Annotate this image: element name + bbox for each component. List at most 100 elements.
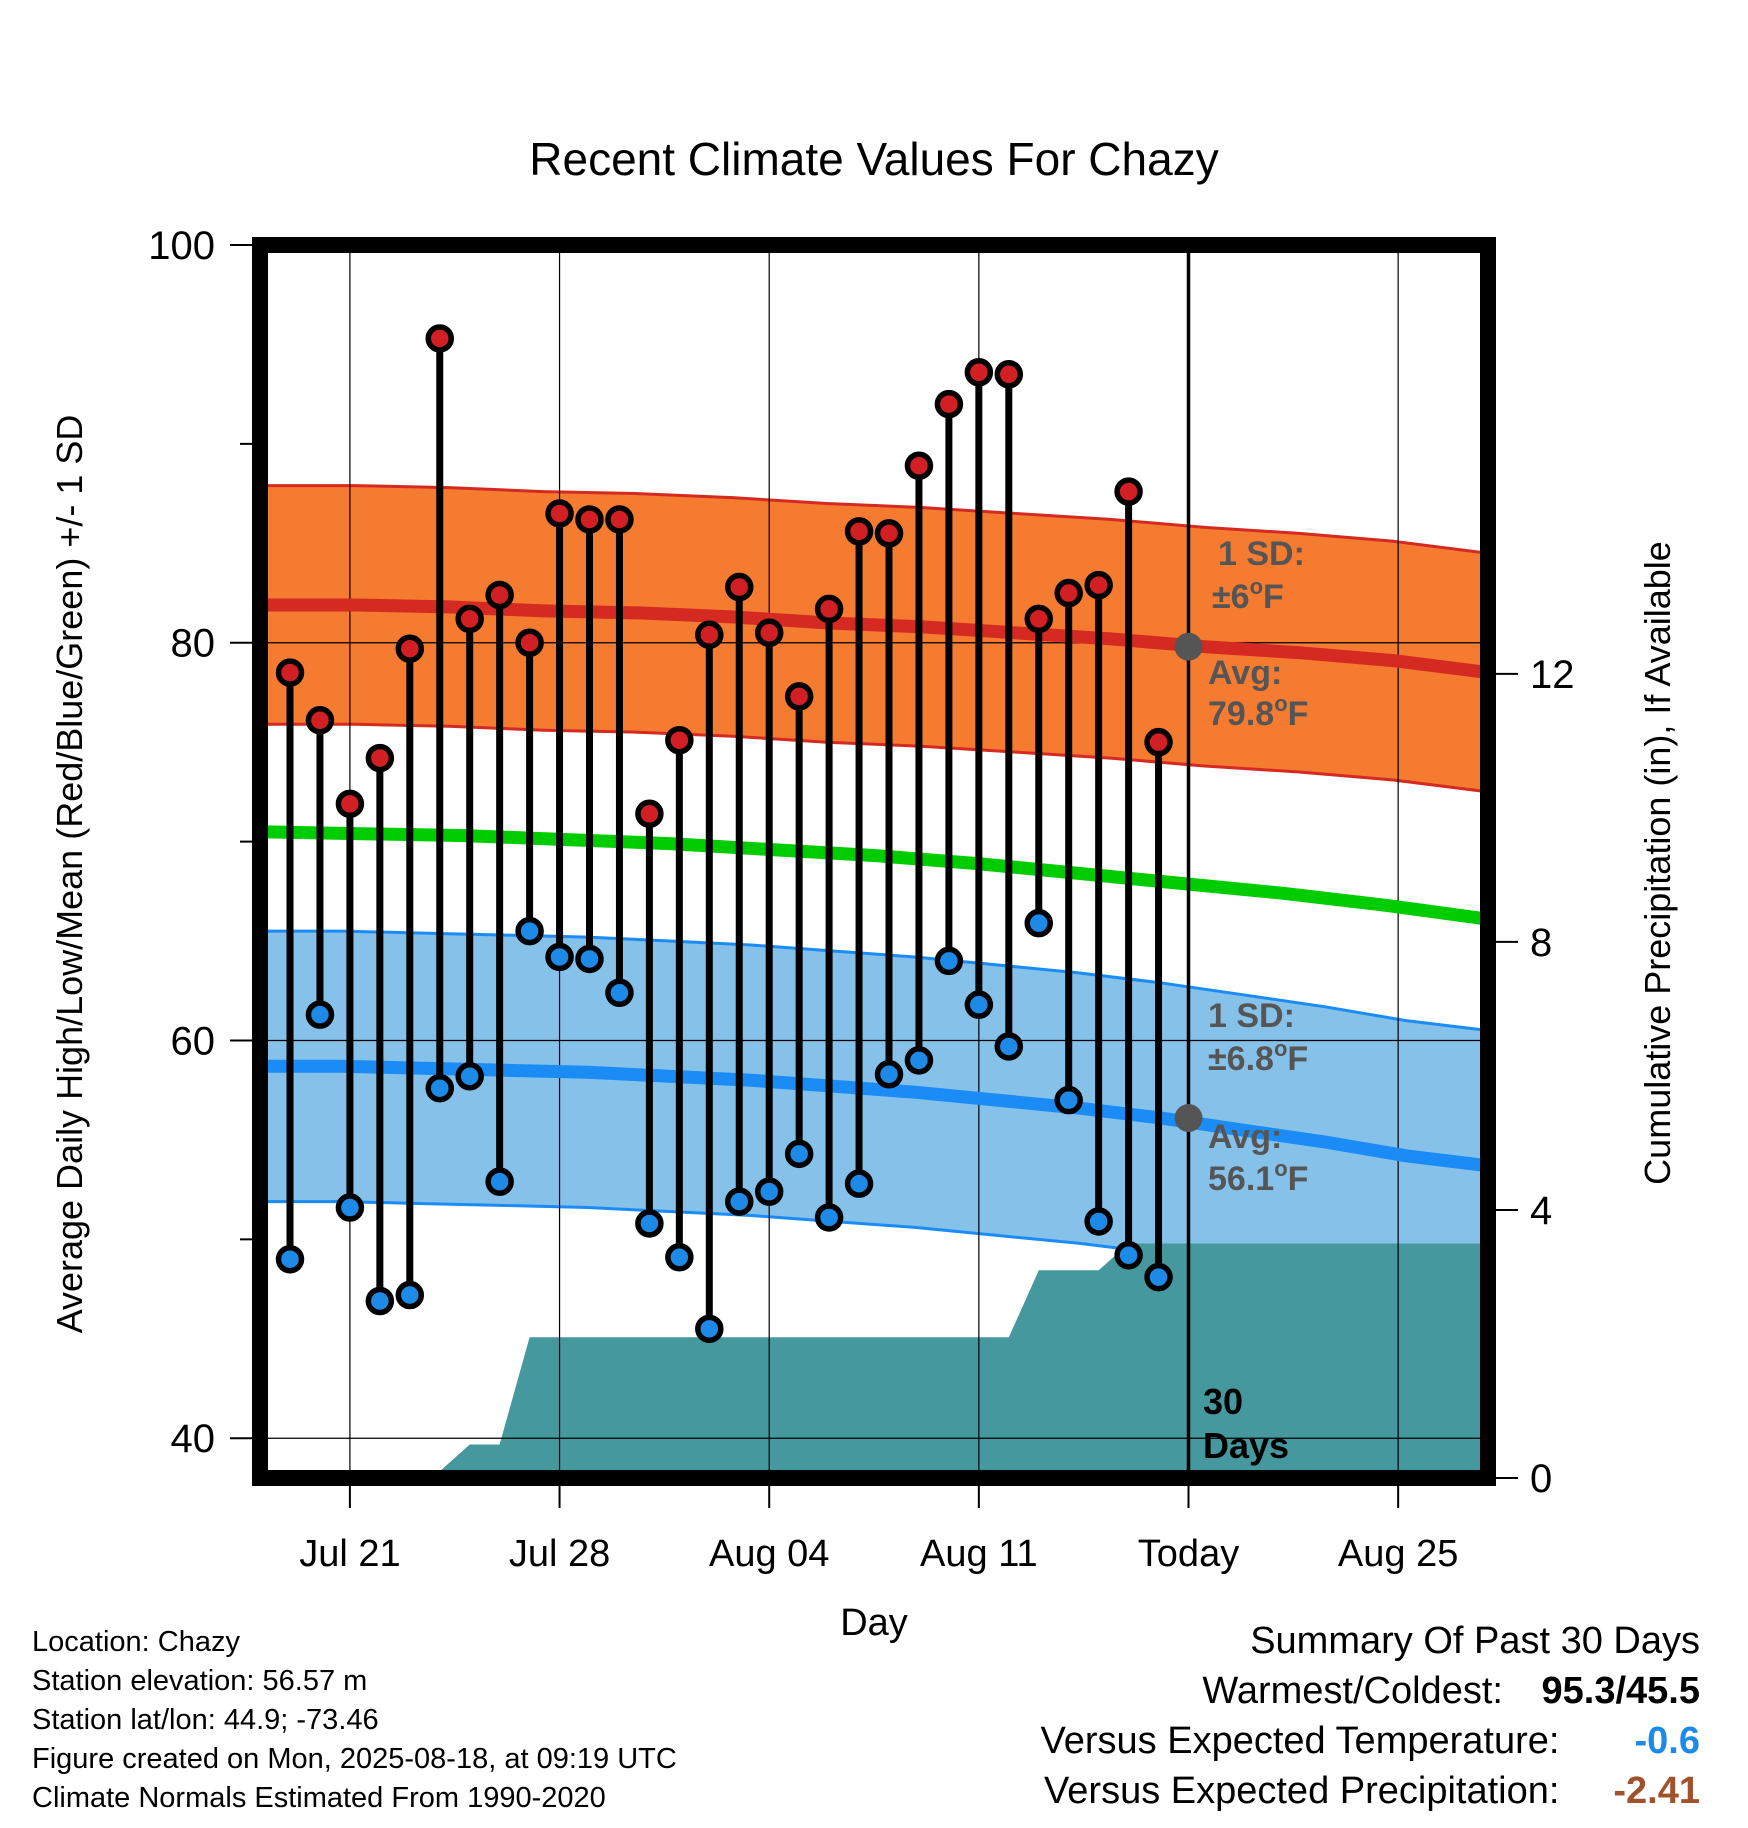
high-point: [1024, 604, 1053, 634]
today-high-normal-marker: [1174, 632, 1203, 661]
high-point: [874, 519, 904, 548]
mean-avg-line: [260, 825, 1488, 926]
warmest-label: Warmest/Coldest:: [1202, 1670, 1503, 1712]
low-sd-label: 1 SD:: [1208, 997, 1295, 1035]
precip-label: Versus Expected Precipitation:: [1044, 1770, 1560, 1812]
low-point: [844, 1169, 874, 1198]
low-point: [635, 1209, 664, 1238]
summary-panel: Summary Of Past 30 Days Warmest/Coldest:…: [800, 1620, 1700, 1825]
days-label-text: Days: [1203, 1425, 1289, 1466]
summary-temp-row: Versus Expected Temperature: -0.6: [1041, 1720, 1700, 1763]
low-point: [1144, 1262, 1173, 1292]
high-point: [1084, 570, 1113, 600]
low-sd-upper-line: [260, 929, 1488, 1032]
low-point: [275, 1244, 305, 1274]
low-avg-value: 56.1oF: [1208, 1156, 1308, 1198]
low-point: [784, 1139, 814, 1169]
today-low-normal-marker: [1174, 1104, 1203, 1133]
chart-title: Recent Climate Values For Chazy: [529, 133, 1218, 185]
precip-area: [260, 1243, 1488, 1478]
high-avg-value: 79.8oF: [1208, 691, 1308, 733]
low-point: [665, 1243, 694, 1272]
high-point: [844, 517, 874, 546]
low-point: [305, 1000, 335, 1029]
y-axis-label: Average Daily High/Low/Mean (Red/Blue/Gr…: [49, 415, 90, 1334]
high-point: [725, 572, 754, 602]
low-point: [994, 1032, 1024, 1061]
y-tick-label: 40: [171, 1417, 216, 1461]
low-point: [1114, 1241, 1143, 1270]
precip-value: -2.41: [1613, 1770, 1700, 1812]
high-point: [605, 505, 634, 534]
created-text: Figure created on Mon, 2025-08-18, at 09…: [32, 1743, 677, 1775]
normals-text: Climate Normals Estimated From 1990-2020: [32, 1782, 606, 1814]
high-point: [395, 634, 425, 663]
low-point: [365, 1286, 395, 1316]
low-point: [395, 1280, 425, 1310]
high-point: [1054, 578, 1083, 608]
y2-tick-label: 8: [1530, 921, 1552, 965]
summary-title: Summary Of Past 30 Days: [1250, 1620, 1700, 1662]
low-point: [874, 1060, 904, 1089]
x-tick-label: Jul 21: [299, 1533, 400, 1575]
high-point: [814, 594, 844, 624]
y-tick-label: 60: [171, 1019, 216, 1063]
low-point: [335, 1193, 365, 1222]
high-point: [994, 360, 1024, 389]
temp-label: Versus Expected Temperature:: [1040, 1720, 1560, 1762]
low-point: [904, 1046, 934, 1075]
summary-warmest-row: Warmest/Coldest: 95.3/45.5: [1202, 1670, 1700, 1713]
high-sd-label: 1 SD:: [1218, 535, 1305, 573]
y2-axis-label: Cumulative Precipitation (in), If Availa…: [1637, 541, 1678, 1185]
days-label-number: 30: [1203, 1381, 1243, 1422]
x-tick-label: Aug 11: [920, 1533, 1038, 1575]
y2-tick-label: 12: [1530, 653, 1575, 697]
low-point: [934, 946, 964, 976]
low-point: [545, 942, 574, 972]
high-point: [635, 799, 664, 829]
high-sd-lower-line: [260, 722, 1488, 794]
location-text: Location: Chazy: [32, 1626, 240, 1658]
x-tick-label: Aug 25: [1338, 1533, 1458, 1575]
high-point: [575, 505, 604, 534]
x-tick-label: Today: [1138, 1533, 1239, 1575]
low-point: [1084, 1207, 1113, 1236]
high-point: [1114, 477, 1143, 506]
plot-frame: [252, 237, 1496, 1486]
high-sd-value: ±6oF: [1212, 574, 1284, 616]
latlon-text: Station lat/lon: 44.9; -73.46: [32, 1704, 379, 1736]
temp-value: -0.6: [1634, 1720, 1700, 1762]
high-point: [934, 389, 964, 419]
x-axis-label: Day: [840, 1602, 908, 1644]
low-point: [605, 978, 634, 1008]
low-point: [814, 1203, 844, 1232]
high-point: [964, 358, 994, 387]
high-point: [425, 324, 454, 353]
low-sd-value: ±6.8oF: [1208, 1036, 1308, 1078]
low-point: [485, 1167, 514, 1196]
low-point: [425, 1073, 454, 1103]
y-tick-label: 100: [148, 224, 215, 268]
x-tick-label: Jul 28: [509, 1533, 610, 1575]
high-point: [305, 706, 335, 735]
y-tick-label: 80: [171, 622, 216, 666]
high-point: [485, 580, 514, 610]
high-point: [695, 620, 724, 650]
low-point: [455, 1062, 484, 1091]
high-point: [275, 658, 305, 687]
warmest-value: 95.3/45.5: [1541, 1670, 1700, 1712]
high-point: [754, 618, 784, 648]
low-avg-label: Avg:: [1208, 1118, 1282, 1156]
high-point: [904, 451, 934, 480]
high-point: [545, 499, 574, 528]
low-point: [1054, 1085, 1083, 1115]
summary-precip-row: Versus Expected Precipitation: -2.41: [1044, 1770, 1700, 1813]
station-info: Location: Chazy Station elevation: 56.57…: [32, 1623, 677, 1818]
low-sd-band: [260, 931, 1488, 1301]
high-point: [455, 604, 484, 634]
plot-interior: [260, 245, 1488, 1478]
low-point: [695, 1314, 724, 1344]
high-point: [365, 743, 395, 773]
